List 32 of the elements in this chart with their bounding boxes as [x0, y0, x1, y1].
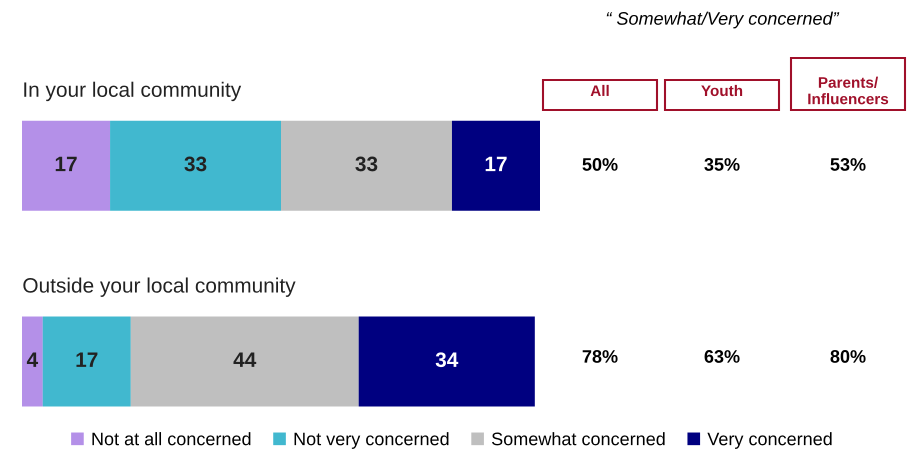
text: Parents/ Influencers [808, 76, 888, 104]
bar [22, 120, 110, 211]
bar [358, 316, 535, 407]
text: 35% [704, 158, 740, 171]
bar [281, 120, 452, 211]
bar [130, 316, 359, 407]
text: 53% [830, 158, 866, 171]
legend-label: Somewhat concerned [492, 432, 665, 446]
data-label: 4 [26, 352, 38, 367]
bar [452, 120, 540, 211]
data-label: 44 [233, 352, 256, 367]
y-tick-label: In your local community [24, 82, 242, 102]
text: Youth [701, 84, 742, 96]
text: “ Somewhat/Very concerned” [606, 12, 840, 28]
bar [42, 316, 131, 407]
bar [22, 316, 43, 407]
text: All [590, 84, 609, 96]
data-label: 34 [436, 352, 458, 368]
text: 78% [582, 350, 618, 363]
legend-label: Not at all concerned [92, 432, 250, 446]
legend-label: Not very concerned [294, 432, 448, 449]
data-label: 33 [355, 156, 378, 172]
text: 80% [830, 350, 866, 363]
data-label: 17 [56, 156, 77, 172]
text: 50% [582, 158, 618, 171]
y-tick-label: Outside your local community [23, 277, 296, 297]
data-label: 17 [76, 352, 98, 367]
text: 63% [704, 350, 740, 363]
data-label: 33 [184, 156, 206, 172]
bar [110, 120, 281, 211]
data-label: 17 [486, 156, 507, 172]
legend-label: Very concerned [707, 432, 832, 449]
